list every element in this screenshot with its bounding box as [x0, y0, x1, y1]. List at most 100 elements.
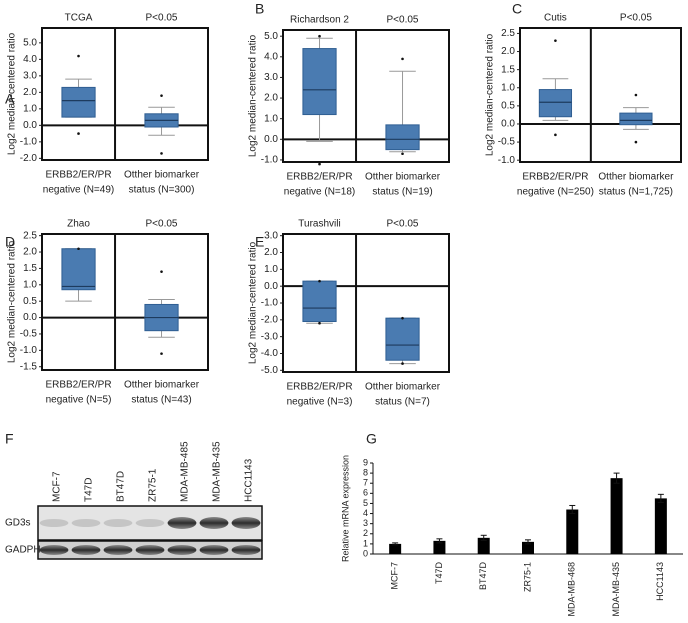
x-tick-label: status (N=7) [375, 397, 430, 408]
box [302, 280, 337, 323]
outlier [401, 152, 404, 156]
y-tick-label: 0.5 [23, 296, 37, 307]
y-tick-label: 0.5 [501, 101, 515, 112]
plot-frame [282, 29, 450, 163]
blot-band [71, 519, 101, 527]
y-tick-label: -2.0 [20, 153, 38, 164]
y-tick-label: 1.5 [501, 64, 515, 75]
row-label: GADPH [5, 545, 41, 556]
chart-title: TCGA [65, 13, 93, 24]
x-tick-label: ERBB2/ER/PR [45, 380, 111, 391]
x-tick-label: Otther biomarker [598, 172, 674, 183]
y-tick-label: -3.0 [261, 331, 279, 342]
blot-band [199, 517, 229, 529]
panel-letter: A [5, 91, 15, 107]
y-tick-label: -4.0 [261, 348, 279, 359]
blot-band [135, 519, 165, 527]
outlier [401, 362, 404, 365]
y-tick-label: 0.0 [264, 281, 278, 292]
y-tick-label: 4.0 [264, 51, 278, 62]
y-tick-label: 2.0 [23, 247, 37, 258]
x-tick-label: Otther biomarker [365, 382, 441, 393]
panel-letter: E [255, 234, 264, 250]
x-tick-label: status (N=1,725) [599, 187, 673, 198]
x-tick-label: MDA-MB-468 [567, 562, 577, 617]
bar [389, 543, 402, 554]
bar [654, 498, 667, 554]
bar [610, 478, 623, 554]
x-tick-label: ZR75-1 [522, 562, 532, 592]
box [619, 112, 653, 126]
x-tick-label: T47D [434, 562, 444, 585]
x-tick-label: negative (N=250) [517, 187, 594, 198]
outlier [77, 54, 80, 58]
lane-label: MDA-MB-485 [180, 441, 191, 502]
x-tick-label: negative (N=3) [287, 397, 353, 408]
chart-title: Zhao [67, 219, 90, 230]
y-tick-label: 0.0 [264, 134, 278, 145]
box [385, 317, 420, 361]
y-tick-label: 1.0 [264, 113, 278, 124]
annotation: P<0.05 [387, 219, 419, 230]
y-tick-label: 2.0 [501, 46, 515, 57]
y-axis-label: Relative mRNA expression [340, 455, 350, 562]
blot-band [199, 545, 229, 555]
panel-letter: F [5, 431, 14, 447]
bar [477, 537, 490, 554]
y-tick-label: 0 [363, 548, 368, 558]
y-tick-label: 3.0 [264, 230, 278, 241]
x-tick-label: status (N=19) [372, 187, 432, 198]
y-tick-label: -5.0 [261, 365, 279, 376]
chart-title: Turashvili [298, 219, 340, 230]
y-tick-label: -0.5 [20, 329, 38, 340]
outlier [77, 247, 80, 251]
chart-title: Richardson 2 [290, 15, 349, 26]
y-tick-label: 1.0 [23, 103, 37, 114]
blot-band [103, 519, 133, 527]
y-tick-label: 0.0 [23, 312, 37, 323]
y-tick-label: 2.5 [501, 28, 515, 39]
outlier [634, 140, 638, 144]
blot-band [39, 519, 69, 527]
panel-letter: B [255, 1, 264, 17]
y-tick-label: 2.0 [264, 93, 278, 104]
chart-title: Cutis [544, 13, 567, 24]
annotation: P<0.05 [387, 15, 419, 26]
y-tick-label: 2.0 [264, 247, 278, 258]
blot-band [167, 517, 197, 529]
x-tick-label: Otther biomarker [124, 170, 200, 181]
blot-band [135, 545, 165, 555]
outlier [401, 57, 404, 61]
x-tick-label: ERBB2/ER/PR [45, 170, 111, 181]
x-tick-label: HCC1143 [655, 562, 665, 601]
y-axis-label: Log2 median-centered ratio [7, 240, 18, 363]
outlier [318, 34, 321, 38]
y-tick-label: 5.0 [264, 31, 278, 42]
y-tick-label: 0.0 [501, 119, 515, 130]
y-tick-label: 3 [363, 518, 368, 528]
y-tick-label: 1.0 [501, 82, 515, 93]
x-tick-label: status (N=43) [131, 395, 191, 406]
y-tick-label: 4 [363, 508, 368, 518]
x-tick-label: status (N=300) [129, 185, 195, 196]
lane-label: MDA-MB-435 [212, 441, 223, 502]
outlier [318, 162, 321, 166]
box [61, 86, 96, 118]
lane-label: ZR75-1 [148, 468, 159, 502]
y-tick-label: -1.0 [20, 345, 38, 356]
y-axis-label: Log2 median-centered ratio [248, 34, 259, 157]
x-tick-label: negative (N=5) [46, 395, 112, 406]
lane-label: T47D [84, 478, 95, 502]
x-tick-label: Otther biomarker [365, 172, 441, 183]
outlier [401, 316, 404, 320]
lane-label: HCC1143 [244, 458, 255, 502]
y-tick-label: 3.0 [23, 70, 37, 81]
plot-frame [41, 27, 209, 161]
y-tick-label: -1.5 [20, 361, 38, 372]
outlier [554, 39, 557, 42]
y-tick-label: 0.0 [23, 120, 37, 131]
y-tick-label: 1.0 [264, 264, 278, 275]
x-tick-label: ERBB2/ER/PR [286, 382, 352, 393]
lane-label: BT47D [116, 471, 127, 502]
outlier [160, 270, 163, 273]
